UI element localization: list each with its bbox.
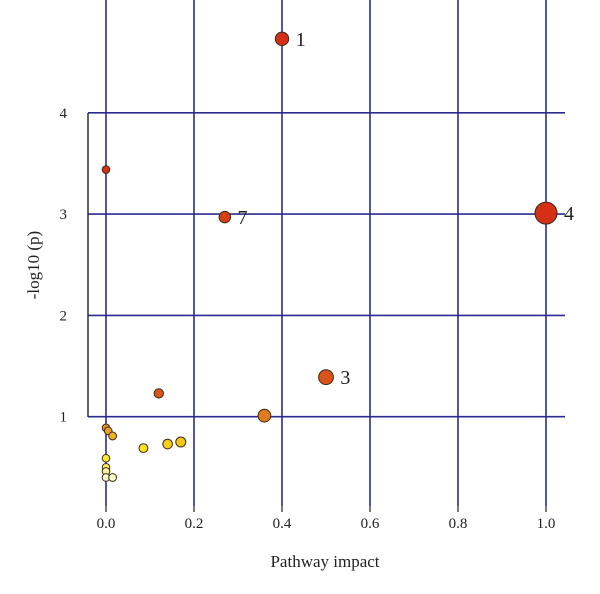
data-point (101, 165, 111, 174)
data-point (274, 31, 290, 47)
point-label: 7 (238, 207, 248, 229)
data-point (162, 438, 173, 450)
data-point (534, 201, 558, 225)
y-tick-label: 1 (60, 410, 68, 426)
point-labels: 1 4 7 3 (238, 29, 574, 389)
data-point (138, 443, 149, 454)
data-point (318, 369, 334, 386)
point-label: 3 (340, 367, 350, 389)
data-point (108, 473, 118, 482)
y-tick-label: 4 (60, 106, 68, 122)
point-label: 1 (296, 29, 306, 51)
y-axis-label: -log10 (p) (24, 231, 43, 299)
data-point (257, 408, 272, 423)
x-axis-label: Pathway impact (270, 552, 379, 571)
point-label: 4 (564, 203, 574, 225)
data-point (101, 453, 111, 463)
x-tick-label: 0.6 (361, 516, 380, 532)
data-points (101, 31, 558, 482)
horizontal-gridlines (88, 112, 565, 418)
data-point (218, 210, 232, 224)
y-tick-label: 2 (60, 308, 68, 324)
x-tick-label: 0.2 (185, 516, 204, 532)
vertical-gridlines (105, 0, 547, 506)
y-axis-ticks: 1 2 3 4 (60, 106, 68, 426)
x-tick-label: 0.0 (97, 516, 116, 532)
x-tick-label: 1.0 (537, 516, 556, 532)
x-axis-ticks: 0.0 0.2 0.4 0.6 0.8 1.0 (97, 506, 556, 532)
x-tick-label: 0.8 (449, 516, 468, 532)
data-point (153, 388, 164, 399)
x-tick-label: 0.4 (273, 516, 292, 532)
data-point (175, 436, 187, 448)
y-tick-label: 3 (60, 207, 68, 223)
data-point (108, 431, 118, 441)
